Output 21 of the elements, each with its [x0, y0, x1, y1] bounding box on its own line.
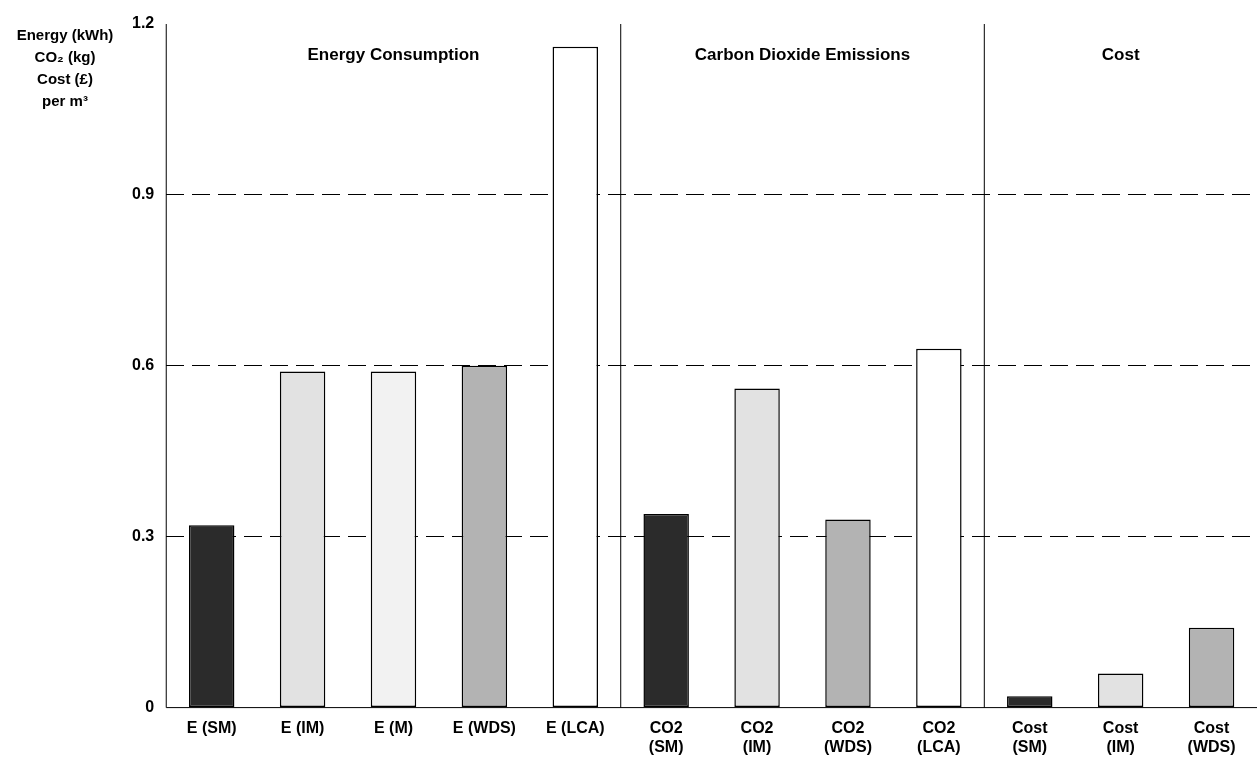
- y-tick-label: 0.9: [131, 185, 155, 203]
- x-tick-label: Cost (WDS): [1187, 718, 1236, 755]
- x-tick-label: CO2 (LCA): [917, 718, 961, 755]
- y-axis-title: Energy (kWh) CO₂ (kg) Cost (£) per m³: [15, 25, 115, 111]
- x-tick-label: CO2 (SM): [648, 718, 684, 755]
- annotation: Cost: [1101, 45, 1140, 64]
- y-tick-label: 0.6: [131, 356, 155, 374]
- annotation: Energy Consumption: [307, 45, 480, 64]
- x-tick-label: Cost (IM): [1102, 718, 1140, 755]
- y-tick-label: 0: [145, 698, 155, 716]
- y-tick-label: 0.3: [131, 527, 155, 545]
- x-tick-label: E (WDS): [452, 718, 516, 736]
- x-tick-label: E (SM): [186, 718, 237, 736]
- x-tick-label: Cost (SM): [1011, 718, 1049, 755]
- x-tick-label: E (M): [373, 718, 414, 736]
- y-tick-label: 1.2: [131, 14, 155, 32]
- annotation: Carbon Dioxide Emissions: [694, 45, 911, 64]
- x-tick-label: E (LCA): [545, 718, 605, 736]
- x-tick-label: CO2 (IM): [740, 718, 774, 755]
- x-tick-label: CO2 (WDS): [823, 718, 872, 755]
- x-tick-label: E (IM): [280, 718, 325, 736]
